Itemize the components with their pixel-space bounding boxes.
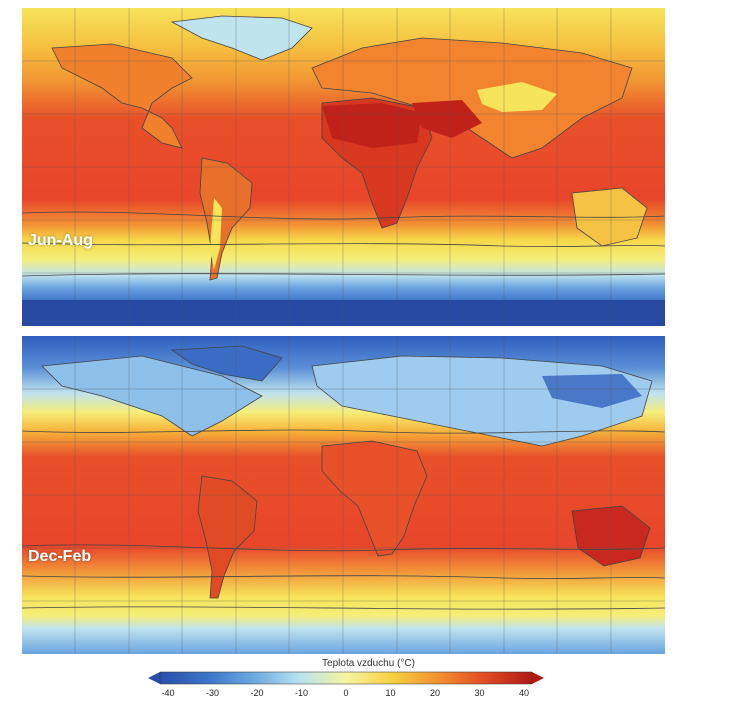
- colorbar-tick-label: -10: [294, 688, 308, 698]
- colorbar-title: Teplota vzduchu (°C): [322, 658, 415, 669]
- middle-east: [412, 100, 482, 138]
- north-america: [41, 355, 263, 437]
- map-dec-feb: Dec-Feb: [22, 336, 665, 654]
- greenland: [170, 15, 313, 61]
- season-label-jun-aug: Jun-Aug: [28, 232, 93, 249]
- isotherm-10-south: [22, 575, 665, 579]
- colorbar-min-arrow: [148, 672, 160, 684]
- colorbar-tick-label: -40: [161, 688, 175, 698]
- colorbar-tick-label: -20: [250, 688, 264, 698]
- colorbar-tick-label: -30: [205, 688, 219, 698]
- isotherm-20: [22, 211, 665, 220]
- isotherm-10: [22, 242, 665, 247]
- colorbar-tick-label: 30: [474, 688, 485, 698]
- africa: [321, 440, 428, 557]
- antarctica: [22, 300, 665, 326]
- map-jun-aug: Jun-Aug: [22, 8, 665, 326]
- siberia: [542, 374, 642, 408]
- colorbar-tick-label: 0: [343, 688, 349, 698]
- south-america: [197, 475, 258, 599]
- colorbar-tick-label: 20: [429, 688, 440, 698]
- isotherm-0: [22, 273, 665, 277]
- graticule: [22, 8, 665, 326]
- tibet: [477, 82, 557, 112]
- colorbar-tick-label: 10: [385, 688, 396, 698]
- season-label-dec-feb: Dec-Feb: [28, 548, 92, 565]
- colorbar: [148, 671, 544, 685]
- temperature-map-dec-feb: [22, 336, 665, 654]
- colorbar-tick-label: 40: [518, 688, 529, 698]
- isotherm-20: [22, 544, 665, 552]
- colorbar-max-arrow: [532, 672, 544, 684]
- isotherm-0: [22, 606, 665, 610]
- colorbar-bar: [159, 671, 533, 685]
- isotherm-10: [22, 429, 665, 434]
- temperature-map-jun-aug: [22, 8, 665, 326]
- greenland: [170, 345, 283, 382]
- graticule: [22, 336, 665, 654]
